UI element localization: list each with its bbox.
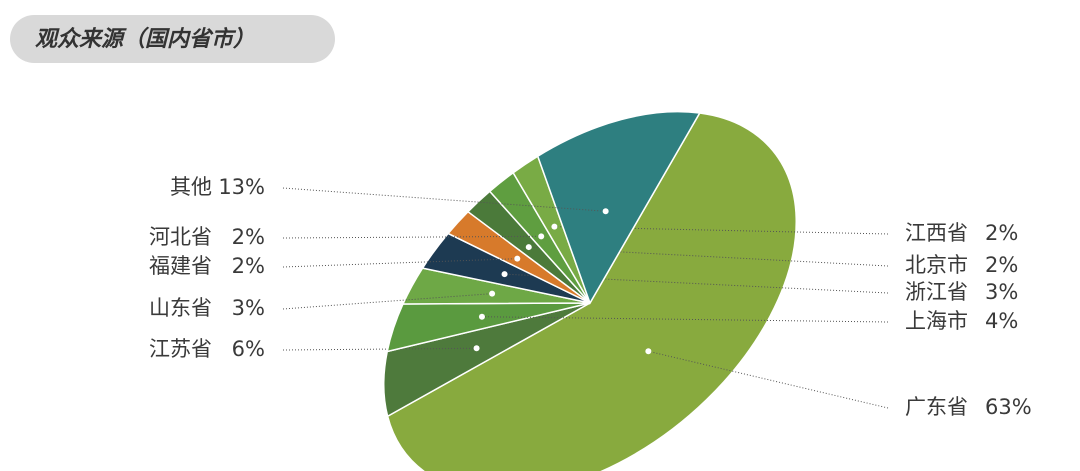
pie-slice bbox=[386, 112, 797, 471]
leader-dot bbox=[514, 255, 521, 262]
leader-dot bbox=[645, 348, 652, 355]
slice-value-label: 3% bbox=[985, 280, 1018, 304]
slice-value-label: 3% bbox=[232, 296, 265, 320]
slice-value-label: 2% bbox=[985, 253, 1018, 277]
slice-value-label: 2% bbox=[985, 221, 1018, 245]
leader-dot bbox=[551, 223, 558, 230]
leader-line bbox=[504, 273, 889, 294]
slice-value-label: 6% bbox=[232, 337, 265, 361]
slice-value-label: 63% bbox=[985, 395, 1032, 419]
pie-slice bbox=[536, 110, 701, 305]
leader-dot bbox=[602, 208, 609, 215]
leader-dot bbox=[489, 290, 496, 297]
slice-value-label: 13% bbox=[218, 175, 265, 199]
leader-dot bbox=[525, 244, 532, 251]
slice-value-label: 4% bbox=[985, 309, 1018, 333]
slice-value-label: 2% bbox=[232, 225, 265, 249]
slice-value-label: 2% bbox=[232, 254, 265, 278]
leader-dot bbox=[501, 271, 508, 278]
slice-label: 浙江省 bbox=[905, 280, 968, 304]
leader-line bbox=[648, 350, 889, 409]
slice-label: 其他 bbox=[170, 175, 212, 199]
leader-dot bbox=[478, 313, 485, 320]
slice-label: 上海市 bbox=[905, 309, 968, 333]
slice-label: 河北省 bbox=[149, 225, 212, 249]
slice-label: 江苏省 bbox=[149, 337, 212, 361]
leader-dot bbox=[473, 345, 480, 352]
leader-line bbox=[282, 347, 477, 351]
leader-dot bbox=[538, 233, 545, 240]
slice-label: 山东省 bbox=[149, 296, 212, 320]
slice-label: 福建省 bbox=[149, 254, 212, 278]
title-pill bbox=[10, 15, 335, 63]
slice-label: 广东省 bbox=[905, 395, 968, 419]
slice-label: 北京市 bbox=[905, 253, 968, 277]
slice-label: 江西省 bbox=[905, 221, 968, 245]
leader-line bbox=[282, 293, 493, 310]
leader-line bbox=[282, 235, 542, 239]
leader-line bbox=[282, 258, 518, 268]
chart-title: 观众来源（国内省市） bbox=[35, 26, 255, 52]
